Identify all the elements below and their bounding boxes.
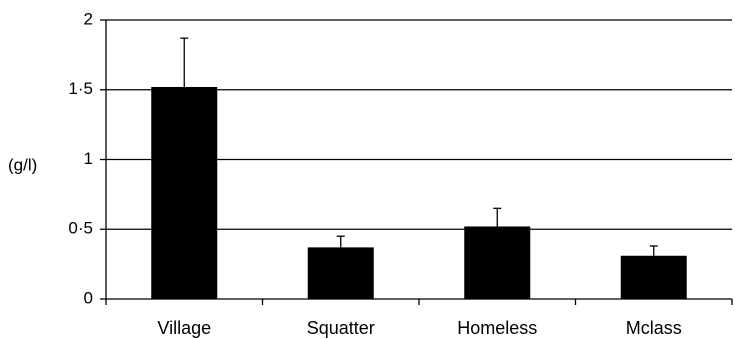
x-category-label: Squatter xyxy=(307,318,375,338)
axes xyxy=(100,19,733,305)
y-tick-label: 2 xyxy=(84,9,93,28)
bar-homeless xyxy=(464,226,531,299)
x-category-labels: Village Squatter Homeless Mclass xyxy=(157,318,681,338)
y-tick-label: 0·5 xyxy=(68,219,93,238)
x-category-label: Homeless xyxy=(457,318,537,338)
x-category-label: Village xyxy=(157,318,211,338)
x-category-label: Mclass xyxy=(626,318,682,338)
bar-squatter xyxy=(307,247,374,299)
y-tick-label: 1·5 xyxy=(68,79,93,98)
bar-mclass xyxy=(620,255,687,299)
y-axis-label: (g/l) xyxy=(8,155,37,174)
error-bars xyxy=(180,37,658,256)
y-tick-label: 0 xyxy=(84,288,93,307)
y-tick-labels: 0 0·5 1 1·5 2 xyxy=(68,9,93,307)
bar-village xyxy=(151,86,218,300)
bars xyxy=(151,86,687,300)
y-tick-label: 1 xyxy=(84,149,93,168)
